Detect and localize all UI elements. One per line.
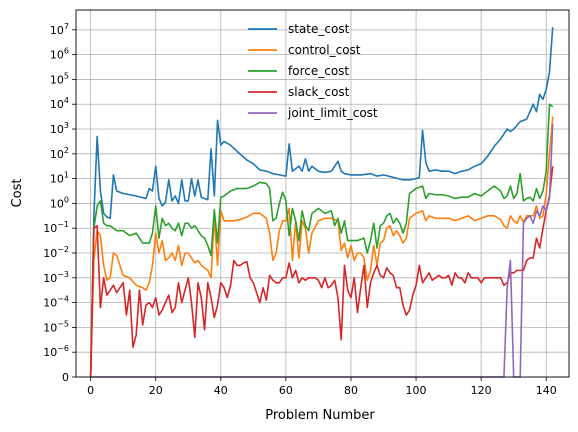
- series-lines: [89, 27, 554, 378]
- series-line-slack-cost: [89, 166, 554, 378]
- y-tick-label: 0: [62, 371, 69, 384]
- x-axis-ticks: 0 20 40 60 80 100 120 140: [87, 377, 557, 397]
- y-tick-label: 107: [50, 22, 69, 37]
- series-line-state-cost: [89, 27, 554, 378]
- legend-label: state_cost: [288, 22, 350, 36]
- y-tick-label: 10−4: [43, 295, 69, 310]
- y-tick-label: 106: [50, 47, 69, 62]
- series-line-force-cost: [89, 103, 554, 378]
- x-tick-label: 20: [149, 384, 163, 397]
- y-tick-label: 103: [50, 121, 69, 136]
- y-tick-label: 100: [50, 195, 69, 210]
- y-tick-label: 101: [50, 171, 69, 186]
- x-tick-label: 120: [471, 384, 492, 397]
- grid-lines: [76, 10, 569, 378]
- legend-label: joint_limit_cost: [287, 106, 378, 120]
- legend-label: control_cost: [288, 43, 361, 57]
- x-axis-label: Problem Number: [265, 408, 375, 423]
- y-tick-label: 10−3: [43, 270, 69, 285]
- x-tick-label: 40: [214, 384, 228, 397]
- x-tick-label: 140: [536, 384, 557, 397]
- x-tick-label: 0: [87, 384, 94, 397]
- legend-label: force_cost: [288, 64, 349, 78]
- y-tick-label: 10−2: [43, 245, 69, 260]
- y-tick-label: 105: [50, 71, 69, 86]
- y-tick-label: 10−5: [43, 319, 69, 334]
- plot-frame: [75, 9, 570, 378]
- x-tick-label: 60: [279, 384, 293, 397]
- y-axis-label: Cost: [10, 179, 25, 208]
- y-tick-label: 10−1: [43, 220, 69, 235]
- y-tick-label: 102: [50, 146, 69, 161]
- y-axis-ticks: 0 107 106 105 104 103 102 101 100 10−1 10−2 10−3 10−…: [43, 22, 76, 384]
- legend: state_cost control_cost force_cost slack_co…: [248, 22, 378, 120]
- x-tick-label: 100: [406, 384, 427, 397]
- y-tick-label: 104: [50, 96, 69, 111]
- series-line-joint-limit-cost: [90, 124, 554, 378]
- legend-label: slack_cost: [288, 85, 350, 99]
- x-tick-label: 80: [344, 384, 358, 397]
- y-tick-label: 10−6: [43, 344, 69, 359]
- series-line-control-cost: [89, 116, 554, 378]
